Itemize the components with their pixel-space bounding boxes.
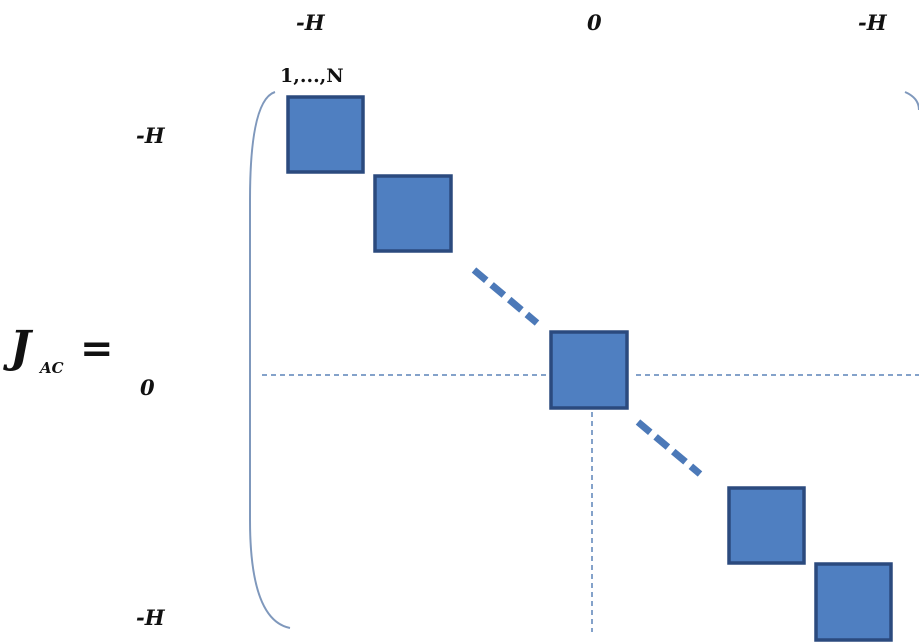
block-index-label: 1,...,N: [280, 65, 344, 87]
right-bracket: [904, 91, 919, 111]
diagonal-ellipsis-upper: [471, 267, 540, 326]
equation-equals: =: [80, 325, 114, 372]
diagonal-ellipsis-lower: [635, 419, 703, 477]
left-bracket: [249, 91, 291, 629]
column-label-center: 0: [587, 10, 602, 35]
block-1: [286, 95, 365, 174]
row-label-top: -H: [136, 123, 166, 148]
column-label-left: -H: [296, 10, 326, 35]
column-label-right: -H: [858, 10, 888, 35]
block-2: [373, 174, 453, 253]
block-4: [727, 486, 806, 565]
equation-symbol: J: [3, 322, 34, 373]
block-center: [549, 330, 629, 410]
row-label-middle: 0: [140, 375, 155, 400]
row-label-bottom: -H: [136, 605, 166, 630]
block-5: [814, 562, 893, 642]
equation-subscript: AC: [38, 359, 64, 377]
